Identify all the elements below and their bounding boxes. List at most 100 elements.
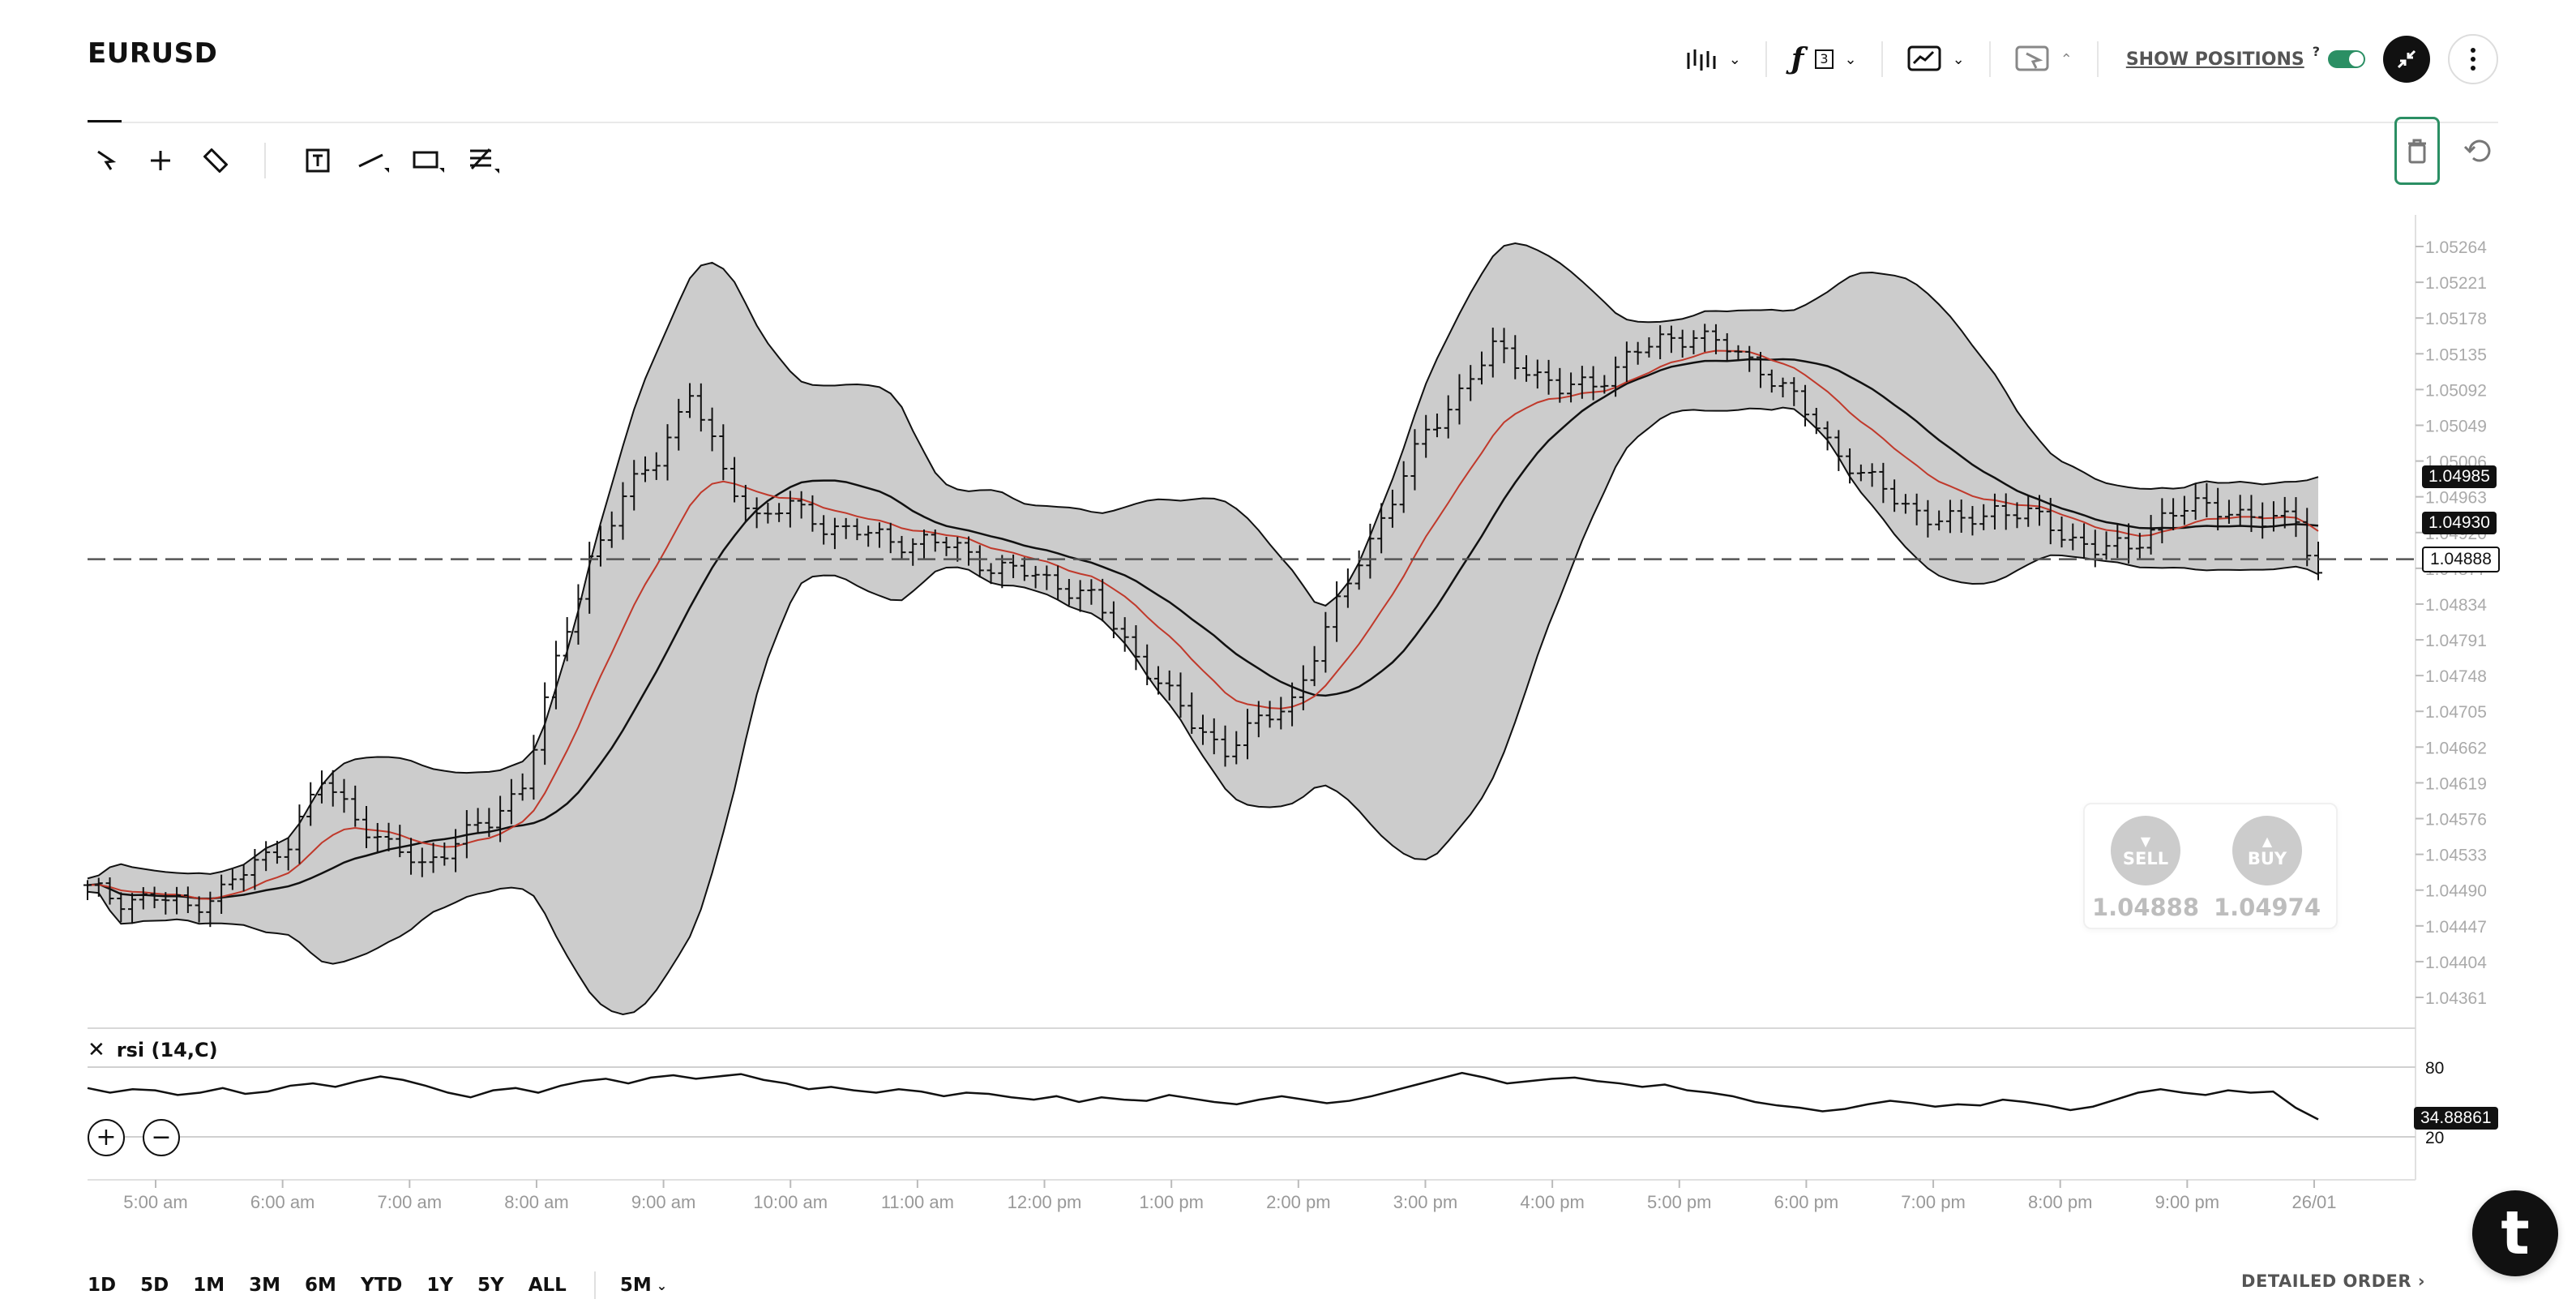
trading-cursor-button[interactable]: ⌃	[1991, 40, 2097, 79]
sell-column: ▼ SELL 1.04888	[2091, 816, 2200, 921]
text-tool[interactable]	[300, 143, 336, 178]
y-tick-label: 1.04404	[2425, 954, 2487, 972]
toggle-switch[interactable]	[2328, 50, 2365, 68]
y-tick-label: 1.05049	[2425, 417, 2487, 435]
chart-type-icon	[1907, 45, 1941, 71]
line-tool[interactable]	[355, 143, 391, 178]
y-tick-label: 1.04705	[2425, 703, 2487, 722]
y-tick-label: 1.04576	[2425, 811, 2487, 830]
chart-style-button[interactable]: ⌄	[1661, 40, 1765, 79]
zoom-in-button[interactable]: +	[88, 1119, 125, 1156]
y-tick-label: 1.04490	[2425, 882, 2487, 901]
range-5y[interactable]: 5Y	[477, 1275, 504, 1296]
x-tick-label: 3:00 pm	[1393, 1192, 1458, 1212]
y-tick-label: 1.04963	[2425, 489, 2487, 508]
collapse-icon	[2397, 49, 2416, 69]
y-tick-label: 1.05092	[2425, 381, 2487, 400]
x-tick-label: 9:00 am	[631, 1192, 696, 1212]
ruler-tool[interactable]	[198, 143, 233, 178]
rsi-line	[87, 1071, 2319, 1121]
zoom-controls: + −	[88, 1119, 180, 1156]
y-tick-label: 1.04447	[2425, 918, 2487, 937]
text-icon	[306, 148, 330, 173]
interval-dropdown[interactable]: 5M ⌄	[620, 1275, 667, 1296]
pointer-tool[interactable]	[88, 143, 123, 178]
chevron-down-icon: ⌄	[656, 1277, 668, 1293]
chevron-down-icon: ⌄	[1844, 50, 1857, 68]
chevron-down-icon: ⌄	[1952, 50, 1965, 68]
bars-icon	[1687, 49, 1716, 71]
detailed-order-link[interactable]: DETAILED ORDER ›	[2241, 1271, 2425, 1291]
logo-letter: t	[2501, 1198, 2530, 1268]
x-tick-label: 5:00 am	[123, 1192, 188, 1212]
chart-type-button[interactable]: ⌄	[1883, 40, 1989, 79]
help-icon[interactable]: ?	[2312, 43, 2320, 59]
trade-widget: ▼ SELL 1.04888 ▲ BUY 1.04974	[2083, 803, 2338, 929]
y-tick-label: 1.05264	[2425, 238, 2487, 257]
rectangle-tool[interactable]	[410, 143, 446, 178]
rectangle-icon	[413, 151, 444, 173]
range-1d[interactable]: 1D	[88, 1275, 117, 1296]
fib-icon	[470, 148, 499, 174]
x-tick-label: 8:00 pm	[2028, 1192, 2093, 1212]
bollinger-lower-line	[87, 406, 2319, 1015]
pointer-icon	[97, 150, 117, 170]
price-tag: 1.04888	[2422, 546, 2500, 572]
function-icon: ƒ	[1791, 42, 1804, 76]
more-icon	[2471, 48, 2475, 71]
fibonacci-tool[interactable]	[465, 143, 501, 178]
crosshair-tool[interactable]	[143, 143, 178, 178]
price-tag: 1.04985	[2422, 465, 2497, 489]
x-tick-label: 9:00 pm	[2155, 1192, 2220, 1212]
reset-chart-button[interactable]	[2458, 131, 2498, 171]
range-1y[interactable]: 1Y	[426, 1275, 454, 1296]
range-3m[interactable]: 3M	[249, 1275, 281, 1296]
delete-drawings-button[interactable]	[2394, 117, 2440, 185]
sell-label: SELL	[2122, 848, 2169, 868]
interval-label: 5M	[619, 1275, 652, 1296]
range-selector: 1D 5D 1M 3M 6M YTD 1Y 5Y ALL 5M ⌄	[88, 1271, 667, 1299]
chevron-right-icon: ›	[2417, 1271, 2425, 1291]
tab-indicator	[88, 120, 122, 122]
y-tick-label: 1.05221	[2425, 274, 2487, 293]
detailed-order-label: DETAILED ORDER	[2241, 1271, 2412, 1291]
triangle-up-icon: ▲	[2261, 833, 2273, 849]
bollinger-upper-line	[87, 242, 2319, 880]
sell-button[interactable]: ▼ SELL	[2111, 816, 2180, 885]
separator	[1988, 41, 1991, 77]
trash-icon	[2408, 139, 2426, 164]
range-5d[interactable]: 5D	[140, 1275, 169, 1296]
y-tick-label: 1.05178	[2425, 310, 2487, 328]
show-positions-label: SHOW POSITIONS	[2125, 49, 2304, 70]
range-all[interactable]: ALL	[528, 1275, 567, 1296]
cursor-off-icon	[2015, 45, 2049, 71]
sell-price: 1.04888	[2091, 894, 2200, 921]
drawing-toolbar	[88, 143, 520, 178]
crosshair-icon	[151, 151, 170, 170]
range-6m[interactable]: 6M	[305, 1275, 336, 1296]
separator	[1881, 41, 1883, 77]
more-button[interactable]	[2448, 34, 2498, 84]
price-tag: 1.04930	[2422, 511, 2497, 534]
collapse-button[interactable]	[2383, 36, 2430, 83]
zoom-out-button[interactable]: −	[143, 1119, 180, 1156]
buy-button[interactable]: ▲ BUY	[2232, 816, 2302, 885]
indicators-button[interactable]: ƒ 3 ⌄	[1767, 40, 1881, 79]
show-positions-toggle[interactable]: SHOW POSITIONS ?	[2099, 44, 2365, 70]
close-icon[interactable]: ✕	[88, 1038, 105, 1062]
separator	[593, 1271, 596, 1299]
symbol-title: EURUSD	[88, 37, 218, 70]
x-tick-label: 1:00 pm	[1139, 1192, 1204, 1212]
header-divider	[88, 120, 2498, 123]
indicators-count: 3	[1815, 49, 1834, 69]
app-logo-button[interactable]: t	[2472, 1190, 2558, 1276]
range-1m[interactable]: 1M	[193, 1275, 225, 1296]
rsi-level-label: 80	[2425, 1059, 2444, 1078]
separator	[1765, 41, 1767, 77]
bollinger-band-fill	[88, 243, 2318, 1014]
x-tick-label: 4:00 pm	[1520, 1192, 1585, 1212]
range-ytd[interactable]: YTD	[360, 1275, 403, 1296]
y-tick-label: 1.04834	[2425, 596, 2487, 615]
separator	[2096, 41, 2099, 77]
